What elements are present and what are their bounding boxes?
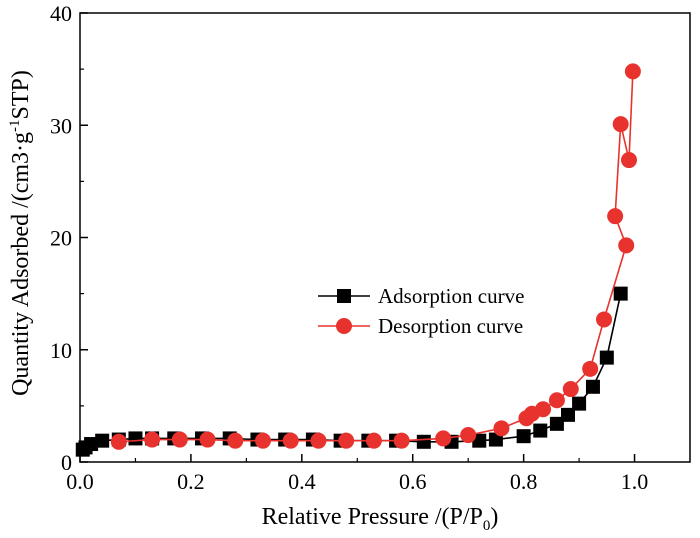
adsorption-curve-point xyxy=(516,429,531,444)
desorption-curve-point xyxy=(435,430,452,447)
adsorption-curve-point xyxy=(533,423,548,438)
x-tick-label: 0.2 xyxy=(177,469,205,494)
desorption-curve-point xyxy=(338,432,355,449)
adsorption-curve-point xyxy=(613,286,628,301)
x-axis-title-main: Relative Pressure /(P/P xyxy=(262,504,483,530)
desorption-curve-point xyxy=(393,432,410,449)
adsorption-curve-point xyxy=(572,396,587,411)
legend-item-desorption-curve: Desorption curve xyxy=(318,314,523,338)
desorption-curve-point xyxy=(110,433,127,450)
legend-label: Desorption curve xyxy=(378,314,523,338)
plot-frame xyxy=(79,12,691,463)
desorption-curve-point xyxy=(612,116,629,133)
x-tick-label: 0.8 xyxy=(510,469,538,494)
desorption-curve-point xyxy=(548,392,565,409)
desorption-curve-point xyxy=(310,432,327,449)
desorption-curve-point xyxy=(171,431,188,448)
plot-area xyxy=(75,63,641,457)
adsorption-curve-point xyxy=(95,433,110,448)
desorption-curve-point xyxy=(618,237,635,254)
desorption-curve-point xyxy=(624,63,641,80)
desorption-curve-point xyxy=(562,381,579,398)
desorption-curve-point xyxy=(282,432,299,449)
x-tick-label: 0.0 xyxy=(66,469,94,494)
adsorption-curve-point xyxy=(599,350,614,365)
x-axis-title: Relative Pressure /(P/P0) xyxy=(262,504,499,534)
adsorption-curve-point xyxy=(84,437,99,452)
adsorption-curve-point xyxy=(561,407,575,422)
desorption-curve-point xyxy=(493,420,510,437)
y-tick-label: 10 xyxy=(50,338,72,363)
legend-item-adsorption-curve: Adsorption curve xyxy=(318,284,524,308)
y-tick-label: 40 xyxy=(50,1,72,26)
adsorption-curve-point xyxy=(585,379,600,394)
desorption-curve-point xyxy=(460,427,477,444)
desorption-curve-point xyxy=(144,431,161,448)
desorption-curve-point xyxy=(255,432,271,449)
desorption-curve-point xyxy=(596,311,613,328)
x-tick-label: 0.6 xyxy=(399,469,427,494)
legend-marker xyxy=(336,318,352,334)
desorption-curve-point xyxy=(582,360,599,377)
desorption-curve-point xyxy=(518,410,535,427)
x-axis-title-close: ) xyxy=(490,504,498,530)
x-axis-title-subscript: 0 xyxy=(483,518,491,534)
adsorption-curve-point xyxy=(416,434,431,449)
y-axis-title: Quantity Adsorbed /(cm3·g-1STP) xyxy=(7,70,34,396)
y-axis-title-close: STP) xyxy=(8,70,34,119)
y-axis-title-main: Quantity Adsorbed /(cm3·g xyxy=(8,132,34,396)
y-tick-label: 0 xyxy=(61,450,72,475)
desorption-curve-point xyxy=(607,208,624,225)
desorption-curve-point xyxy=(365,432,382,449)
x-tick-label: 1.0 xyxy=(621,469,649,494)
desorption-curve-point xyxy=(621,152,637,169)
legend-label: Adsorption curve xyxy=(378,284,524,308)
y-tick-label: 30 xyxy=(50,113,72,138)
adsorption-curve-point xyxy=(549,416,564,431)
axes: 0.0 0.2 0.4 0.6 0.8 1.0 0 10 20 30 40 xyxy=(50,1,691,494)
y-axis-title-superscript: -1 xyxy=(7,119,23,132)
desorption-curve-line xyxy=(118,71,634,443)
legend-marker xyxy=(337,289,351,303)
adsorption-curve-point xyxy=(128,431,143,446)
y-tick-label: 20 xyxy=(50,226,72,251)
desorption-curve-point xyxy=(199,431,216,448)
legend: Adsorption curve Desorption curve xyxy=(318,284,524,338)
desorption-curve-point xyxy=(227,432,244,449)
x-tick-label: 0.4 xyxy=(288,469,316,494)
desorption-curve-series xyxy=(110,63,641,450)
adsorption-curve-series xyxy=(75,286,628,457)
